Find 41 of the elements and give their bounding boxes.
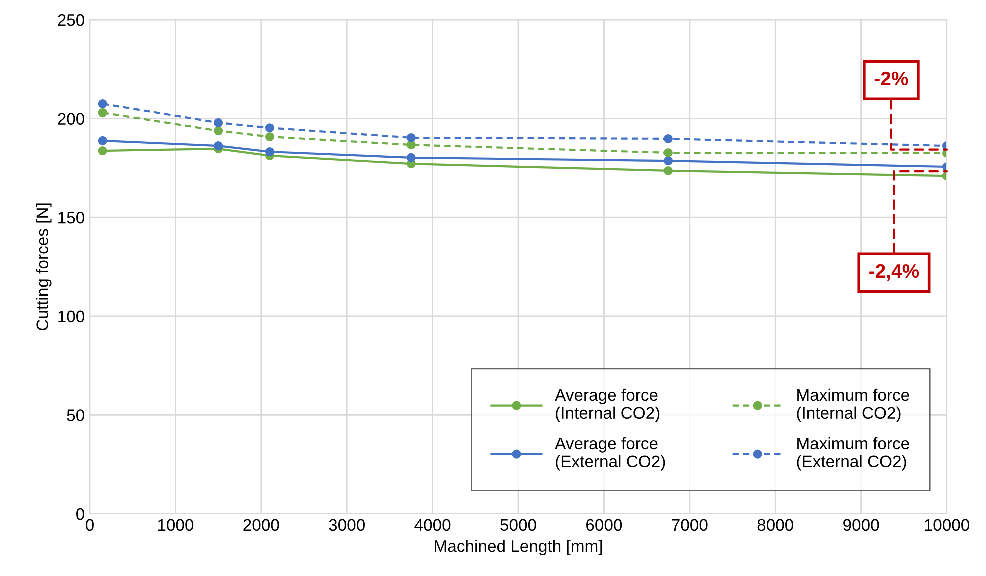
point [214, 118, 224, 128]
y-axis-title: Cutting forces [N] [36, 204, 52, 331]
x-axis-title: Machined Length [mm] [435, 540, 602, 556]
y-tick-label: 100 [58, 310, 84, 323]
point [664, 166, 673, 176]
x-tick-label: 3000 [329, 519, 365, 532]
x-tick-label: 9000 [844, 519, 880, 532]
y-tick-label: 0 [76, 508, 84, 520]
legend-label: Maximum force (External CO2) [797, 437, 910, 471]
point [664, 134, 673, 144]
point [664, 156, 673, 166]
x-tick-label: 1000 [158, 519, 194, 532]
x-tick-label: 5000 [500, 519, 536, 532]
point [406, 133, 416, 142]
annotation: -2% [874, 72, 908, 86]
y-tick-label: 200 [58, 113, 84, 126]
legend-label: Maximum force (Internal CO2) [797, 388, 910, 422]
x-tick-label: 4000 [414, 519, 451, 532]
x-tick-label: 2000 [244, 519, 280, 532]
point [265, 124, 274, 133]
point [98, 146, 108, 156]
point [214, 126, 224, 136]
x-tick-label: 10000 [925, 519, 970, 532]
x-tick-label: 0 [86, 519, 94, 532]
y-tick-label: 50 [67, 410, 84, 422]
annotation: -2,4% [870, 264, 920, 281]
point [265, 147, 274, 157]
legend-label: Average force (External CO2) [555, 437, 666, 471]
x-tick-label: 6000 [586, 519, 622, 532]
x-tick-label: 8000 [758, 519, 794, 532]
point [98, 136, 108, 146]
x-tick-label: 7000 [672, 519, 708, 532]
legend-label: Average force (Internal CO2) [555, 388, 660, 422]
point [214, 142, 224, 151]
point [98, 108, 108, 118]
point [265, 132, 274, 142]
point [98, 99, 108, 108]
point [406, 153, 416, 162]
point [664, 148, 673, 158]
y-tick-label: 250 [58, 14, 84, 26]
y-tick-label: 150 [58, 212, 84, 224]
